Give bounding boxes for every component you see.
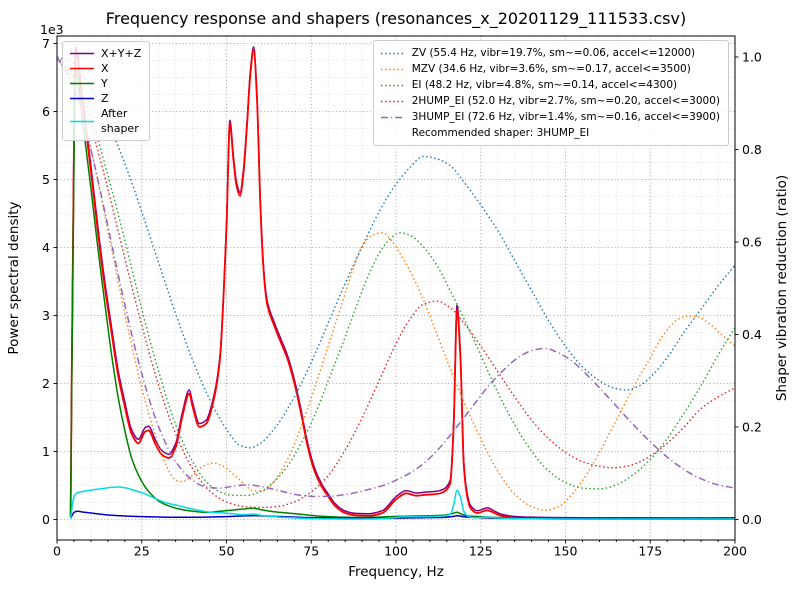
legend-item-recommended-shaper-3hump-ei: Recommended shaper: 3HUMP_EI [380,125,720,141]
curves [57,46,735,520]
svg-text:25: 25 [134,544,150,559]
svg-text:0.8: 0.8 [742,142,762,157]
legend-item-label: X+Y+Z [101,47,142,60]
svg-text:0.6: 0.6 [742,234,762,249]
svg-text:4: 4 [42,240,50,255]
zv-line-swatch [380,48,406,59]
ei-line-swatch [380,80,406,91]
svg-text:0.0: 0.0 [742,512,762,527]
y-axis-label-left: Power spectral density [6,201,22,355]
2hump-ei-line-swatch [380,96,406,107]
legend-item-label: X [101,62,109,75]
legend-item-label: ZV (55.4 Hz, vibr=19.7%, sm~=0.06, accel… [411,47,696,59]
curve-ei [57,56,735,497]
svg-text:6: 6 [42,104,50,119]
legend-item-label: Recommended shaper: 3HUMP_EI [411,127,590,139]
tick-labels: 0 25 50 75 100 125 150 175 200 0 1 2 3 4 5 6 7 0.0 0.2 0.4 0… [42,36,762,559]
curve-x [69,49,735,520]
legend-item-x: X [69,61,141,76]
legend-item-3hump-ei: 3HUMP_EI (72.6 Hz, vibr=1.4%, sm~=0.16, … [380,109,720,125]
x-axis-label: Frequency, Hz [348,564,444,580]
legend-item-label: 2HUMP_EI (52.0 Hz, vibr=2.7%, sm~=0.20, … [411,95,720,107]
svg-text:50: 50 [219,544,235,559]
legend-item-z: Z [69,91,141,106]
3hump-ei-line-swatch [380,112,406,123]
svg-text:2: 2 [42,376,50,391]
svg-text:100: 100 [384,544,408,559]
svg-text:1.0: 1.0 [742,49,762,64]
curve-after-shaper [69,486,735,520]
legend-item-zv: ZV (55.4 Hz, vibr=19.7%, sm~=0.06, accel… [380,45,720,61]
curve-zv [57,56,735,449]
svg-text:0.4: 0.4 [742,327,762,342]
mzv-line-swatch [380,64,406,75]
svg-text:125: 125 [469,544,493,559]
legend-item-label: 3HUMP_EI (72.6 Hz, vibr=1.4%, sm~=0.16, … [411,111,720,123]
x-line-swatch [69,63,95,74]
y-line-swatch [69,78,95,89]
legend-item-label: Y [101,77,108,90]
svg-text:7: 7 [42,36,50,51]
legend-item-after-shaper: After shaper [69,106,141,136]
legend-item-label: Z [101,92,109,105]
curve-3hump-ei [57,56,735,498]
legend-psd: X+Y+Z X Y Z After shaper [62,41,151,141]
y-axis-offset-label: 1e3 [40,22,64,37]
after-shaper-line-swatch [69,116,95,127]
blank-swatch [380,128,406,139]
chart-title: Frequency response and shapers (resonanc… [105,9,687,28]
svg-text:0: 0 [53,544,61,559]
legend-item-ei: EI (48.2 Hz, vibr=4.8%, sm~=0.14, accel<… [380,77,720,93]
curve-2hump-ei [57,56,735,509]
curve-mzv [57,56,735,511]
svg-text:0.2: 0.2 [742,419,762,434]
svg-text:150: 150 [554,544,578,559]
legend-item-2hump-ei: 2HUMP_EI (52.0 Hz, vibr=2.7%, sm~=0.20, … [380,93,720,109]
legend-item-label: MZV (34.6 Hz, vibr=3.6%, sm~=0.17, accel… [411,63,691,75]
x-y-z-line-swatch [69,48,95,59]
legend-item-y: Y [69,76,141,91]
svg-text:175: 175 [638,544,662,559]
svg-text:5: 5 [42,172,50,187]
svg-text:75: 75 [303,544,319,559]
legend-shapers: ZV (55.4 Hz, vibr=19.7%, sm~=0.06, accel… [372,40,729,146]
legend-item-label: After shaper [101,107,139,135]
tick-marks [53,43,739,544]
legend-item-label: EI (48.2 Hz, vibr=4.8%, sm~=0.14, accel<… [411,79,678,91]
legend-item-x-y-z: X+Y+Z [69,46,141,61]
z-line-swatch [69,93,95,104]
svg-text:200: 200 [723,544,747,559]
legend-item-mzv: MZV (34.6 Hz, vibr=3.6%, sm~=0.17, accel… [380,61,720,77]
svg-text:1: 1 [42,444,50,459]
svg-text:3: 3 [42,308,50,323]
y-axis-label-right: Shaper vibration reduction (ratio) [774,174,790,402]
svg-text:0: 0 [42,512,50,527]
